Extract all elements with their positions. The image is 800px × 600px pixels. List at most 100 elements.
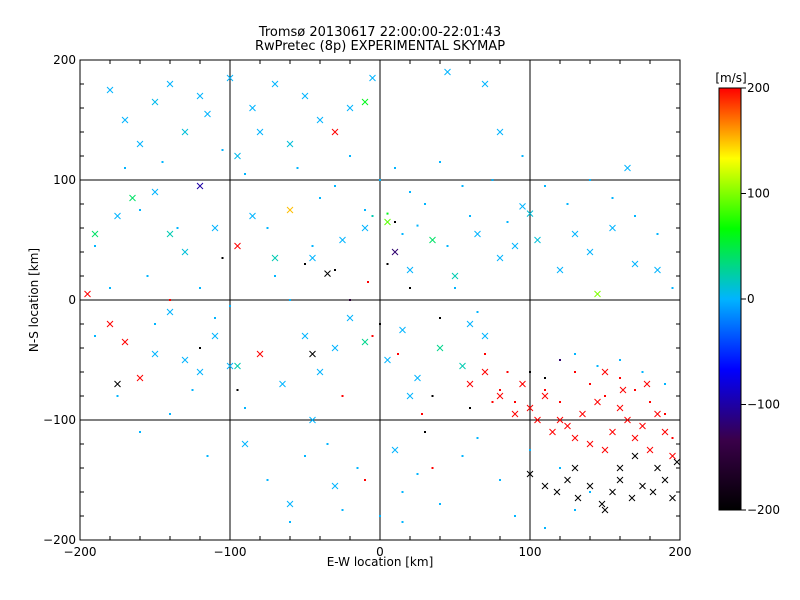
data-point-cross xyxy=(271,254,279,262)
data-point-cross xyxy=(361,98,369,106)
data-point-cross xyxy=(571,230,579,238)
data-point-cross xyxy=(241,440,249,448)
data-point-dot xyxy=(424,203,426,205)
data-point-dot xyxy=(349,155,351,157)
data-point-dot xyxy=(559,359,561,361)
data-point-cross xyxy=(91,230,99,238)
data-point-cross xyxy=(474,230,481,238)
data-point-dot xyxy=(574,371,576,373)
data-point-dot xyxy=(356,467,359,469)
data-point-dot xyxy=(109,287,111,289)
data-points xyxy=(84,68,681,529)
data-point-cross xyxy=(316,116,324,124)
y-tick-label: −200 xyxy=(43,533,76,547)
data-point-dot xyxy=(604,395,606,397)
data-point-dot xyxy=(619,359,621,361)
data-point-cross xyxy=(444,68,451,76)
plot-area: −200 −100 0 100 200 −200 −100 0 100 200 xyxy=(43,53,691,559)
data-point-dot xyxy=(367,281,369,283)
data-point-dot xyxy=(439,161,441,163)
data-point-cross xyxy=(466,380,474,388)
data-point-cross xyxy=(601,446,609,454)
data-point-dot xyxy=(634,389,636,391)
data-point-cross xyxy=(586,248,594,256)
data-point-dot xyxy=(139,431,141,433)
data-point-dot xyxy=(469,215,471,217)
data-point-dot xyxy=(611,197,614,199)
data-point-dot xyxy=(364,479,366,481)
data-point-cross xyxy=(669,452,676,460)
data-point-dot xyxy=(319,197,321,199)
data-point-dot xyxy=(409,287,411,289)
data-point-cross xyxy=(436,344,444,352)
data-point-cross xyxy=(526,470,534,478)
data-point-cross xyxy=(256,128,264,136)
data-point-cross xyxy=(234,152,241,160)
data-point-dot xyxy=(566,203,569,205)
data-point-dot xyxy=(341,395,344,397)
data-point-cross xyxy=(346,314,354,322)
data-point-cross xyxy=(136,374,144,382)
data-point-cross xyxy=(616,476,624,484)
data-point-cross xyxy=(451,272,459,280)
data-point-dot xyxy=(244,173,246,175)
data-point-dot xyxy=(476,437,479,439)
data-point-cross xyxy=(526,404,534,412)
data-point-dot xyxy=(439,317,441,319)
data-point-cross xyxy=(309,416,316,424)
data-point-dot xyxy=(379,179,381,181)
data-point-dot xyxy=(221,257,224,259)
data-point-cross xyxy=(654,464,661,472)
data-point-dot xyxy=(304,455,306,457)
data-point-dot xyxy=(544,185,546,187)
data-point-cross xyxy=(211,332,219,340)
data-point-cross xyxy=(594,290,601,298)
x-tick-label: 0 xyxy=(376,545,384,559)
data-point-cross xyxy=(151,188,159,196)
data-point-dot xyxy=(514,515,516,517)
data-point-dot xyxy=(649,401,651,403)
data-point-dot xyxy=(454,287,456,289)
data-point-cross xyxy=(481,332,489,340)
data-point-dot xyxy=(266,479,269,481)
data-point-dot xyxy=(191,389,194,391)
data-point-cross xyxy=(286,140,294,148)
data-point-dot xyxy=(236,389,239,391)
data-point-cross xyxy=(481,80,489,88)
data-point-dot xyxy=(589,383,591,385)
data-point-dot xyxy=(596,365,599,367)
data-point-dot xyxy=(461,455,464,457)
y-tick-label: 0 xyxy=(68,293,76,307)
data-point-cross xyxy=(286,500,294,508)
y-tick-label: 200 xyxy=(53,53,76,67)
data-point-dot xyxy=(304,263,306,265)
x-tick-label: −200 xyxy=(64,545,97,559)
data-point-cross xyxy=(301,92,309,100)
data-point-cross xyxy=(106,320,114,328)
data-point-dot xyxy=(334,269,336,271)
data-point-dot xyxy=(176,227,179,229)
data-point-dot xyxy=(326,443,329,445)
data-point-dot xyxy=(416,473,419,475)
colorbar-tick-label: −100 xyxy=(747,398,780,412)
data-point-cross xyxy=(429,236,436,244)
data-point-cross xyxy=(286,206,294,214)
data-point-cross xyxy=(564,422,571,430)
data-point-cross xyxy=(181,248,189,256)
data-point-cross xyxy=(406,266,414,274)
data-point-cross xyxy=(609,224,616,232)
data-point-cross xyxy=(106,86,114,94)
data-point-dot xyxy=(461,185,464,187)
data-point-cross xyxy=(586,440,594,448)
data-point-cross xyxy=(249,104,256,112)
data-point-dot xyxy=(169,413,171,415)
data-point-dot xyxy=(394,167,396,169)
data-point-dot xyxy=(469,407,471,409)
data-point-cross xyxy=(361,338,369,346)
data-point-dot xyxy=(289,521,291,523)
data-point-cross xyxy=(339,236,346,244)
grid-lines xyxy=(80,60,680,540)
data-point-cross xyxy=(541,392,549,400)
data-point-cross xyxy=(661,428,669,436)
